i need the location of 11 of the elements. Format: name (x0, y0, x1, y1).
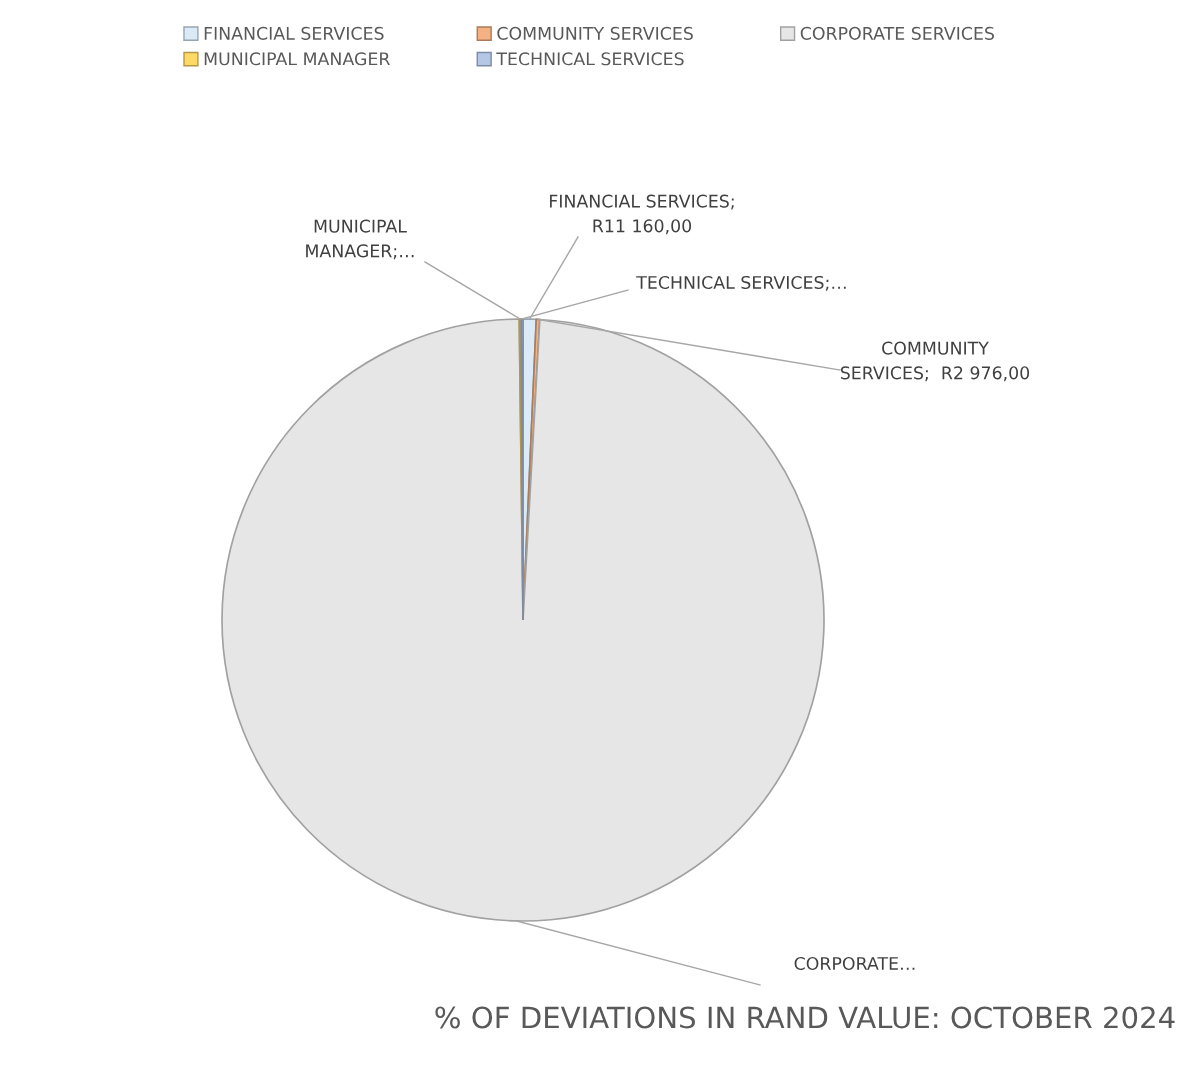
data-label: MUNICIPAL MANAGER;… (306, 219, 414, 260)
legend-label: FINANCIAL SERVICES (204, 26, 384, 40)
legend-label: CORPORATE SERVICES (800, 26, 994, 40)
data-label: TECHNICAL SERVICES;… (636, 275, 846, 291)
data-label: FINANCIAL SERVICES; R11 160,00 (550, 194, 734, 235)
data-label: COMMUNITY SERVICES; R2 976,00 (840, 341, 1030, 382)
legend-label: TECHNICAL SERVICES (496, 52, 684, 66)
legend-label: COMMUNITY SERVICES (497, 26, 693, 40)
data-label: CORPORATE… (794, 956, 915, 971)
text: % OF DEVIATIONS IN RAND VALUE: OCTOBER 2024 (435, 1006, 1175, 1029)
legend-label: MUNICIPAL MANAGER (204, 52, 390, 66)
